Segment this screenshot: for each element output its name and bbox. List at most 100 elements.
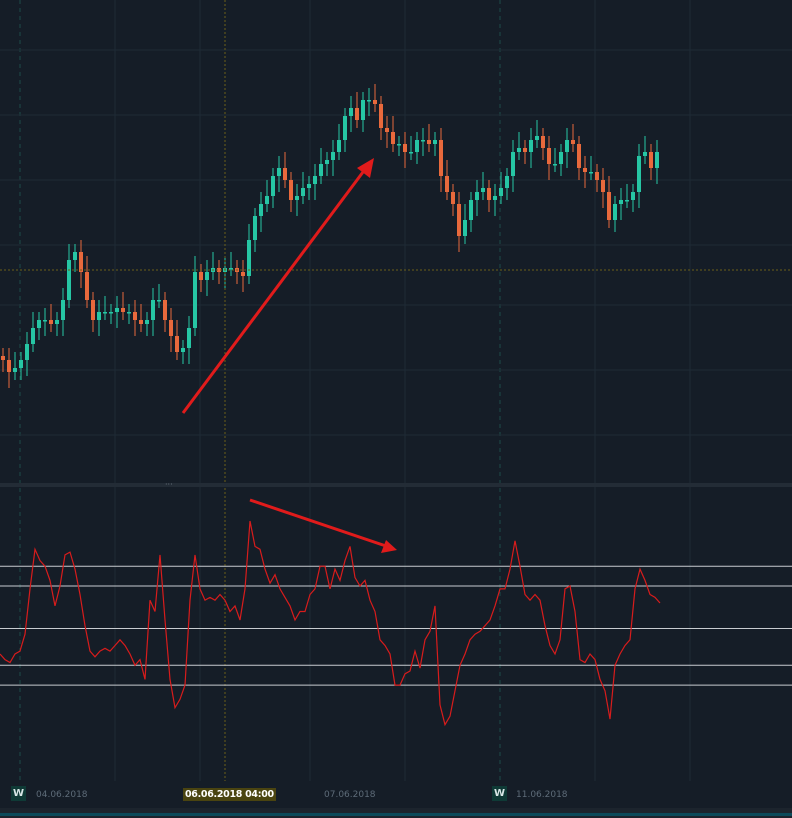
candle [163, 292, 167, 332]
candle-body [559, 152, 563, 164]
candle-body [265, 196, 269, 204]
candle [403, 132, 407, 168]
pane-divider[interactable] [0, 483, 792, 487]
candle [19, 352, 23, 380]
candle [73, 244, 77, 272]
candle-body [157, 300, 161, 302]
candle [181, 340, 185, 364]
crosshair-time-label: 06.06.2018 04:00 [183, 788, 276, 801]
candle-body [163, 300, 167, 320]
candle [325, 152, 329, 176]
candle-body [463, 220, 467, 236]
candle-body [175, 336, 179, 352]
candle [319, 148, 323, 184]
candle-body [67, 260, 71, 300]
candle-body [61, 300, 65, 320]
candle [367, 88, 371, 116]
candle-body [541, 136, 545, 148]
candle [385, 116, 389, 148]
candle [91, 292, 95, 332]
candle [247, 224, 251, 284]
oscillator-line [0, 520, 661, 727]
candle [43, 308, 47, 336]
candle [151, 288, 155, 336]
candle [613, 196, 617, 232]
scrollbar-thumb[interactable] [0, 813, 792, 816]
candle-body [355, 108, 359, 120]
candle-body [37, 320, 41, 328]
candle [499, 172, 503, 204]
candle [205, 260, 209, 296]
candle [427, 124, 431, 152]
time-tick: 11.06.2018 [516, 790, 568, 800]
candle-body [19, 360, 23, 368]
candle-body [625, 200, 629, 202]
candle [631, 184, 635, 212]
candle [577, 136, 581, 180]
candle-body [127, 312, 131, 314]
candle-body [319, 164, 323, 176]
candle [37, 312, 41, 340]
candle [535, 120, 539, 148]
candle [493, 184, 497, 216]
candle-body [253, 216, 257, 240]
candle [433, 132, 437, 156]
pane-divider-handle[interactable]: ··· [165, 480, 173, 489]
time-tick: 07.06.2018 [324, 790, 376, 800]
grid-lines [0, 0, 792, 781]
candle [241, 260, 245, 292]
candle-body [103, 312, 107, 314]
bottom-scrollbar[interactable] [0, 808, 792, 818]
candle [619, 188, 623, 220]
candle-body [601, 180, 605, 192]
candle [79, 240, 83, 288]
candle-body [481, 188, 485, 192]
candle-body [415, 140, 419, 152]
candle-body [451, 192, 455, 204]
candle [637, 144, 641, 208]
candle [1, 348, 5, 372]
candle-body [613, 204, 617, 220]
candle-body [199, 272, 203, 280]
candle-body [55, 320, 59, 324]
candle [253, 208, 257, 252]
candle-body [385, 128, 389, 132]
candle [397, 136, 401, 156]
candle-body [505, 176, 509, 188]
candle-body [139, 320, 143, 324]
trading-chart[interactable]: ··· [0, 0, 792, 781]
candle [601, 168, 605, 208]
candle-body [607, 192, 611, 220]
candle [583, 156, 587, 188]
candle [217, 260, 221, 284]
candle-body [73, 252, 77, 260]
candle-body [151, 300, 155, 320]
candle-body [637, 156, 641, 192]
candle-body [631, 192, 635, 200]
candle [469, 192, 473, 232]
candle-body [439, 140, 443, 176]
candle [25, 332, 29, 376]
candle-body [499, 188, 503, 196]
candle-body [403, 144, 407, 152]
candle [649, 144, 653, 180]
candle-body [307, 184, 311, 188]
candle-body [193, 272, 197, 328]
candle-body [517, 148, 521, 152]
candle [289, 172, 293, 212]
candle [211, 252, 215, 280]
candle [169, 308, 173, 352]
candle-body [181, 348, 185, 352]
time-axis[interactable]: W 04.06.2018 06.06.2018 04:00 07.06.2018… [0, 781, 792, 808]
candle-body [373, 100, 377, 104]
trend-arrow-oscillator[interactable] [249, 498, 397, 553]
trend-arrow-price[interactable] [181, 158, 374, 414]
candle [409, 136, 413, 160]
candle [511, 140, 515, 192]
candle-body [349, 108, 353, 116]
candle [655, 140, 659, 184]
candle-body [619, 200, 623, 204]
candle-body [49, 320, 53, 324]
price-candles [1, 84, 659, 388]
candle-body [241, 272, 245, 276]
